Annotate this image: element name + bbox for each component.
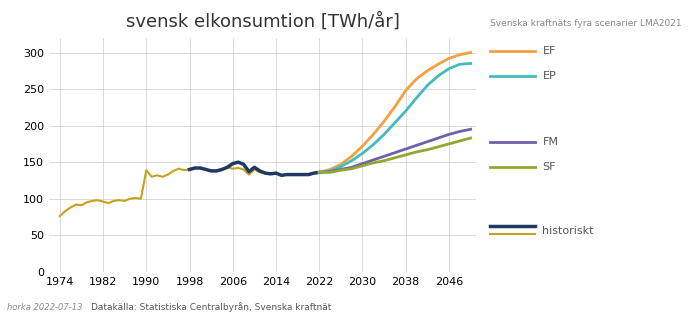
Text: historiskt: historiskt [542,226,594,236]
Title: svensk elkonsumtion [TWh/år]: svensk elkonsumtion [TWh/år] [125,12,400,31]
Text: Svenska kraftnäts fyra scenarier LMA2021: Svenska kraftnäts fyra scenarier LMA2021 [490,19,682,28]
Text: FM: FM [542,137,559,147]
Text: EF: EF [542,46,556,56]
Text: horka 2022-07-13: horka 2022-07-13 [7,303,83,312]
Text: Datakälla: Statistiska Centralbyrån, Svenska kraftnät: Datakälla: Statistiska Centralbyrån, Sve… [91,302,331,312]
Text: EP: EP [542,71,556,81]
Text: SF: SF [542,162,556,173]
